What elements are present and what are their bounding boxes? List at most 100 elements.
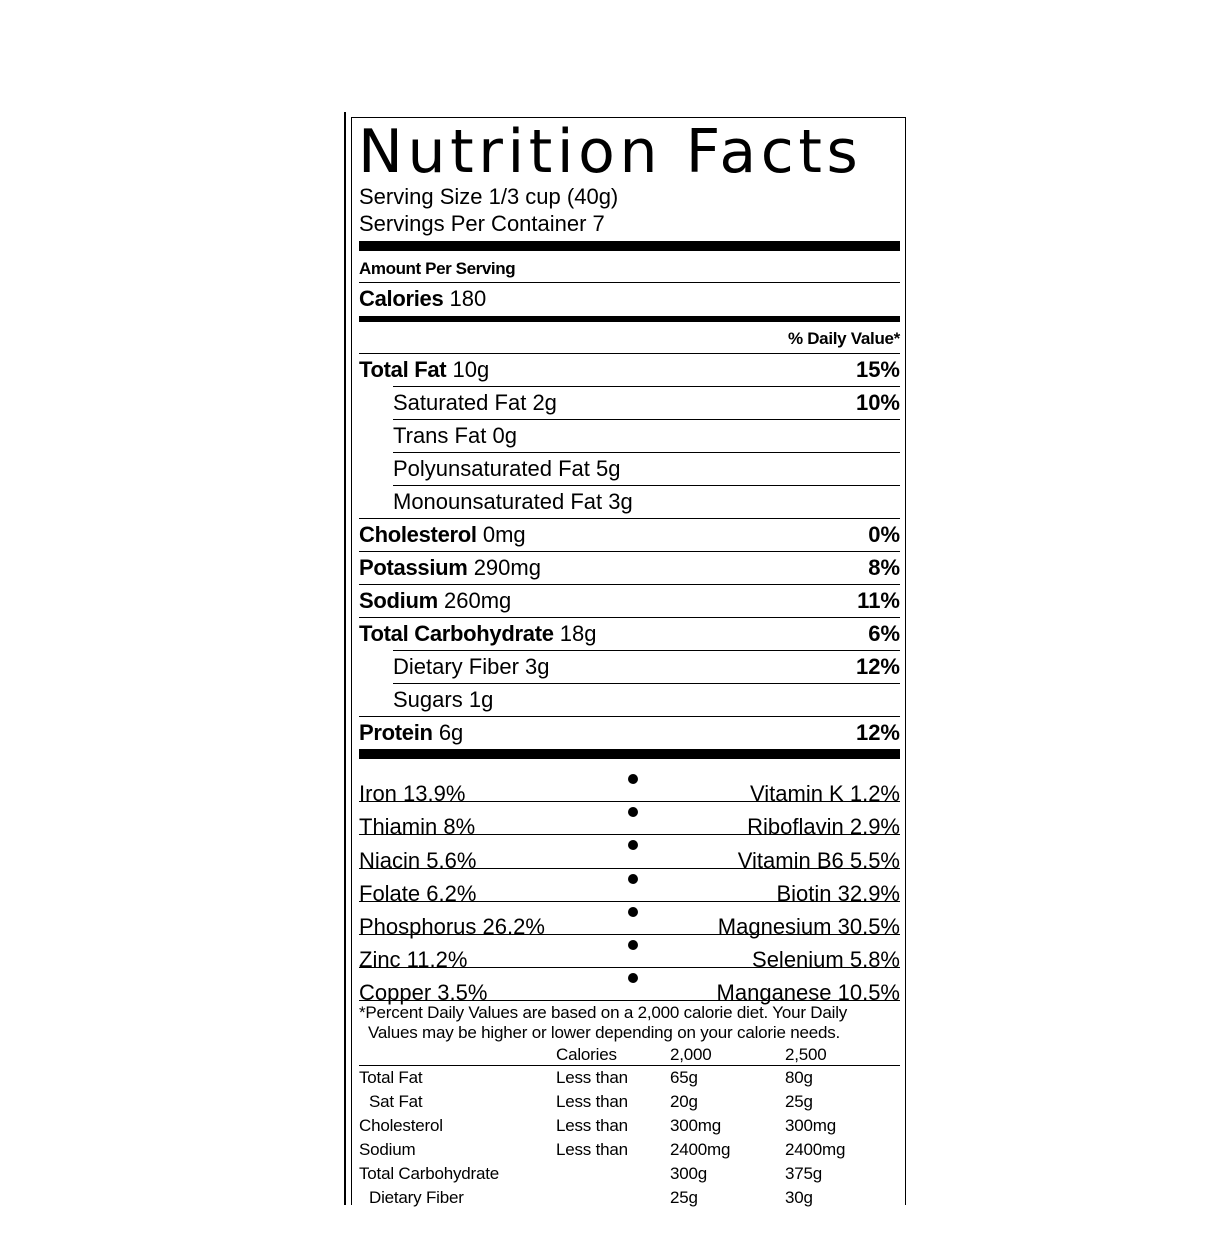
footnote: *Percent Daily Values are based on a 2,0… (359, 1003, 900, 1043)
nutrient-amount: 10g (452, 357, 490, 382)
nutrient-name: Total Fat 10g (359, 357, 489, 383)
dv-table-row: Total Carbohydrate 300g 375g (359, 1162, 900, 1186)
nutrient-label: Potassium (359, 555, 468, 580)
nutrient-row: Protein 6g 12% (359, 717, 900, 749)
dv-qualifier: Less than (556, 1068, 628, 1088)
label-content: Nutrition Facts Serving Size 1/3 cup (40… (358, 117, 900, 1210)
nutrient-name: Potassium 290mg (359, 555, 541, 581)
divider (359, 967, 900, 969)
dv-2000: 20g (670, 1092, 698, 1112)
dv-2000: 2400mg (670, 1140, 731, 1160)
calories-value: 180 (449, 286, 487, 311)
nutrient-amount: 3g (525, 654, 550, 679)
dv-2500: 300mg (785, 1116, 836, 1136)
nutrient-name: Sodium 260mg (359, 588, 511, 614)
nutrient-amount: 1g (468, 687, 494, 712)
dv-qualifier: Less than (556, 1092, 628, 1112)
nutrient-daily-value: 12% (855, 720, 900, 745)
dv-2500: 2400mg (785, 1140, 846, 1160)
nutrient-list: Total Fat 10g 15% Saturated Fat 2g 10% Trans… (359, 354, 900, 749)
nutrient-daily-value: 15% (855, 357, 900, 382)
nutrient-label: Cholesterol (359, 522, 477, 547)
bullet-icon (628, 807, 638, 818)
divider (359, 282, 900, 283)
vitamin-row: Niacin 5.6% Vitamin B6 5.5% (359, 835, 900, 873)
dv-qualifier: Less than (556, 1116, 628, 1136)
dv-nutrient: Sodium (359, 1140, 416, 1160)
nutrient-name: Saturated Fat 2g (359, 390, 557, 416)
label-title: Nutrition Facts (358, 117, 863, 187)
footnote-line-2: Values may be higher or lower depending … (368, 1023, 841, 1043)
nutrient-label: Protein (359, 720, 433, 745)
dv-2000: 300mg (670, 1116, 721, 1136)
outer-border-line (344, 112, 346, 1205)
nutrient-row: Monounsaturated Fat 3g (359, 486, 900, 518)
divider (393, 485, 900, 486)
nutrient-name: Total Carbohydrate 18g (359, 621, 597, 647)
nutrient-amount: 290mg (473, 555, 541, 580)
nutrient-daily-value: 8% (868, 555, 900, 580)
bullet-icon (628, 906, 638, 917)
dv-header-calories: Calories (556, 1045, 617, 1065)
bullet-icon (628, 774, 638, 784)
nutrient-row: Total Fat 10g 15% (359, 354, 900, 386)
dv-table-row: Cholesterol Less than 300mg 300mg (359, 1114, 900, 1138)
nutrient-label: Total Fat (359, 357, 447, 382)
dv-nutrient: Dietary Fiber (369, 1188, 464, 1208)
nutrient-daily-value: 10% (855, 390, 900, 415)
vitamin-row: Iron 13.9% Vitamin K 1.2% (359, 769, 900, 806)
thick-divider (359, 749, 900, 759)
divider (359, 551, 900, 552)
nutrient-amount: 18g (559, 621, 597, 646)
nutrient-label: Trans Fat (393, 423, 487, 448)
nutrient-amount: 260mg (444, 588, 512, 613)
nutrient-row: Potassium 290mg 8% (359, 552, 900, 584)
vitamin-row: Thiamin 8% Riboflavin 2.9% (359, 802, 900, 839)
nutrient-label: Dietary Fiber (393, 654, 519, 679)
vitamin-row: Phosphorus 26.2% Magnesium 30.5% (359, 902, 900, 939)
dv-2500: 25g (785, 1092, 813, 1112)
divider (359, 933, 900, 935)
daily-value-header: % Daily Value* (787, 329, 900, 348)
servings-per-container: Servings Per Container 7 (359, 211, 605, 236)
bullet-icon (628, 873, 638, 884)
divider (359, 518, 900, 519)
nutrient-daily-value: 12% (855, 654, 900, 679)
nutrient-name: Sugars 1g (359, 687, 493, 713)
divider (393, 452, 900, 453)
bullet-icon (628, 973, 638, 984)
dv-table-row: Sat Fat Less than 20g 25g (359, 1090, 900, 1114)
vitamin-right: Manganese 10.5% (716, 980, 900, 1006)
divider (359, 1065, 900, 1067)
divider (359, 801, 900, 803)
nutrition-facts-label: Nutrition Facts Serving Size 1/3 cup (40… (351, 117, 906, 1207)
dv-table-row: Total Fat Less than 65g 80g (359, 1066, 900, 1090)
nutrient-row: Sodium 260mg 11% (359, 585, 900, 617)
vitamin-row: Zinc 11.2% Selenium 5.8% (359, 935, 900, 972)
nutrient-row: Saturated Fat 2g 10% (359, 387, 900, 419)
vitamin-row: Folate 6.2% Biotin 32.9% (359, 869, 900, 906)
divider (393, 386, 900, 387)
dv-nutrient: Sat Fat (369, 1092, 423, 1112)
serving-size: Serving Size 1/3 cup (40g) (359, 184, 619, 209)
dv-2500: 30g (785, 1188, 813, 1208)
nutrient-amount: 3g (608, 489, 633, 514)
dv-header-2500: 2,500 (785, 1045, 827, 1065)
footnote-line-1: *Percent Daily Values are based on a 2,0… (359, 1003, 848, 1023)
nutrient-amount: 6g (438, 720, 464, 745)
dv-2000: 65g (670, 1068, 698, 1088)
divider (359, 584, 900, 585)
dv-2000: 300g (670, 1164, 708, 1184)
dv-qualifier: Less than (556, 1140, 628, 1160)
calories-row: Calories 180 (359, 283, 900, 314)
nutrient-amount: 0mg (482, 522, 526, 547)
nutrient-daily-value: 11% (857, 588, 900, 613)
nutrient-daily-value: 0% (868, 522, 900, 547)
medium-divider (359, 316, 900, 322)
dv-nutrient: Total Carbohydrate (359, 1164, 500, 1184)
nutrient-label: Polyunsaturated Fat (393, 456, 590, 481)
divider (359, 353, 900, 354)
nutrient-row: Total Carbohydrate 18g 6% (359, 618, 900, 650)
nutrient-name: Cholesterol 0mg (359, 522, 526, 548)
divider (393, 683, 900, 684)
